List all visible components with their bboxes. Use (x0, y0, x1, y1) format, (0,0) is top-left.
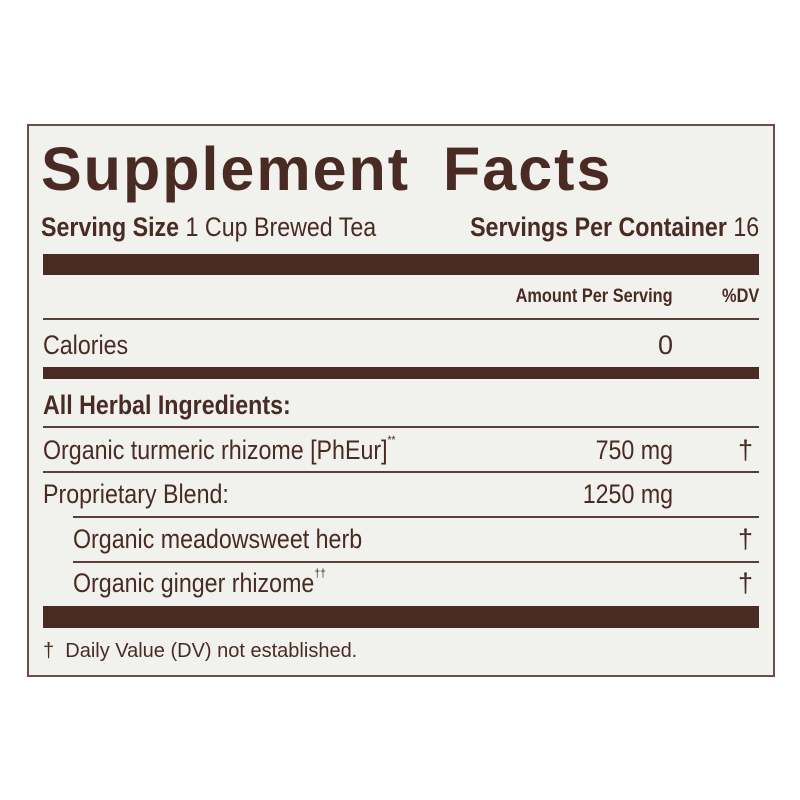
ingredient-meadowsweet: Organic meadowsweet herb (73, 524, 363, 554)
servings-per-container: Servings Per Container 16 (423, 212, 759, 243)
meadowsweet-dv: † (737, 524, 753, 554)
divider (43, 471, 759, 473)
panel-title: Supplement Facts (41, 135, 613, 203)
dv-column-header: %DV (721, 286, 759, 307)
section-heading: All Herbal Ingredients: (43, 390, 291, 420)
ingredient-turmeric: Organic turmeric rhizome [PhEur]** (43, 433, 396, 465)
ginger-dv: † (737, 568, 753, 598)
servings-per-container-value: 16 (733, 212, 759, 242)
footnote-text: Daily Value (DV) not established. (65, 640, 358, 662)
thick-divider (43, 254, 759, 275)
divider (73, 516, 759, 518)
ingredient-ginger: Organic ginger rhizome†† (73, 566, 326, 598)
turmeric-amount: 750 mg (595, 435, 673, 465)
calories-amount: 0 (657, 330, 673, 360)
divider (43, 318, 759, 320)
divider (43, 426, 759, 428)
footnote: † Daily Value (DV) not established. (43, 640, 357, 663)
turmeric-dv: † (737, 435, 753, 465)
servings-per-container-label: Servings Per Container (469, 212, 727, 242)
serving-size-label: Serving Size (41, 212, 180, 242)
divider (73, 561, 759, 563)
thick-divider (43, 606, 759, 628)
calories-label: Calories (43, 330, 129, 360)
blend-amount: 1250 mg (582, 479, 673, 509)
serving-size-value: 1 Cup Brewed Tea (185, 212, 377, 242)
medium-divider (43, 367, 759, 379)
serving-size: Serving Size 1 Cup Brewed Tea (41, 212, 431, 243)
amount-column-header: Amount Per Serving (515, 286, 673, 307)
ingredient-proprietary-blend: Proprietary Blend: (43, 479, 229, 509)
footnote-symbol: † (43, 640, 55, 662)
supplement-facts-panel: Supplement Facts Serving Size 1 Cup Brew… (27, 124, 775, 677)
